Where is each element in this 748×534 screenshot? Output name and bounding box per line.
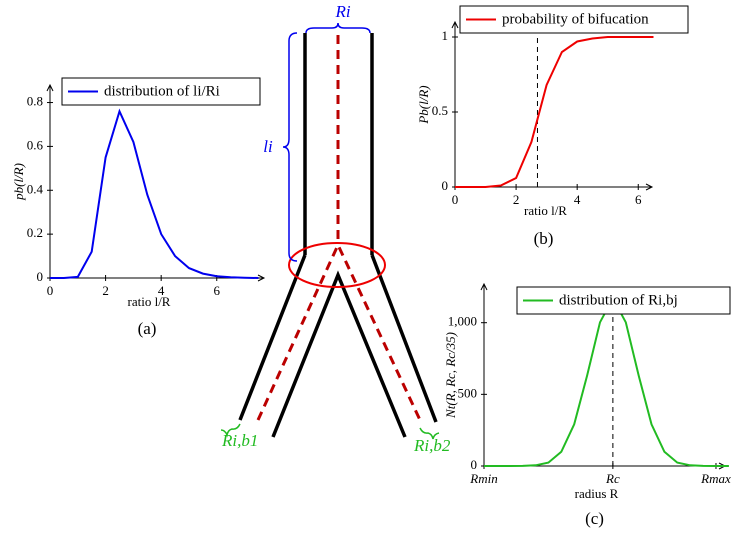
y-axis-label: pb(l/R)	[11, 163, 26, 201]
y-axis-label: Nt(R, Rc, Rc/35)	[443, 332, 458, 419]
bifurcation-region	[288, 242, 386, 288]
y-tick-label: 0.4	[27, 181, 44, 196]
legend-label: distribution of Ri,bj	[559, 292, 678, 308]
y-tick-label: 0.8	[27, 94, 43, 109]
legend-box	[459, 5, 689, 34]
y-tick-label: 500	[458, 385, 478, 400]
axis-arrow	[46, 83, 54, 92]
x-tick-label: 6	[635, 192, 642, 207]
x-tick-label: 4	[158, 283, 165, 298]
series-line	[50, 108, 259, 279]
x-tick-label: 0	[452, 192, 459, 207]
caption: (c)	[585, 509, 604, 528]
x-axis-label: ratio l/R	[524, 203, 567, 218]
diagram-label: Ri	[334, 2, 350, 21]
y-axis-label: Pb(l/R)	[416, 85, 431, 124]
x-tick-label: Rmax	[700, 471, 731, 486]
x-tick-label: Rmin	[469, 471, 497, 486]
y-tick-label: 0	[37, 269, 44, 284]
x-tick-label: Rc	[605, 471, 620, 486]
vessel-wall	[238, 254, 307, 421]
vessel-wall	[370, 254, 438, 423]
y-tick-label: 0.5	[432, 103, 448, 118]
brace	[220, 423, 241, 438]
series-line	[455, 36, 654, 188]
y-tick-label: 0	[471, 457, 478, 472]
bifurcation-diagram	[220, 22, 440, 440]
y-tick-label: 1,000	[448, 314, 477, 329]
y-tick-label: 1	[442, 28, 449, 43]
axis-arrow	[257, 274, 266, 282]
x-axis-label: ratio l/R	[128, 294, 171, 309]
y-tick-label: 0.6	[27, 137, 44, 152]
axis-arrow	[645, 183, 654, 191]
diagram-label: li	[263, 137, 273, 156]
x-tick-label: 2	[102, 283, 109, 298]
x-tick-label: 4	[574, 192, 581, 207]
centerline	[256, 241, 422, 421]
caption: (a)	[138, 319, 157, 338]
y-tick-label: 0	[442, 178, 449, 193]
diagram-label: Ri,b2	[413, 436, 451, 455]
axis-arrow	[480, 282, 488, 291]
legend-label: distribution of li/Ri	[104, 83, 220, 99]
x-tick-label: 2	[513, 192, 520, 207]
brace	[419, 427, 440, 440]
brace	[305, 22, 371, 34]
series-line	[484, 296, 729, 467]
x-axis-label: radius R	[575, 486, 619, 501]
vessel-wall	[271, 270, 407, 438]
caption: (b)	[534, 229, 554, 248]
legend-label: probability of bifucation	[502, 11, 649, 27]
y-tick-label: 0.2	[27, 225, 43, 240]
brace	[282, 32, 298, 262]
x-tick-label: 6	[214, 283, 221, 298]
x-tick-label: 0	[47, 283, 54, 298]
diagram-label: Ri,b1	[221, 431, 258, 450]
axis-arrow	[451, 20, 459, 29]
